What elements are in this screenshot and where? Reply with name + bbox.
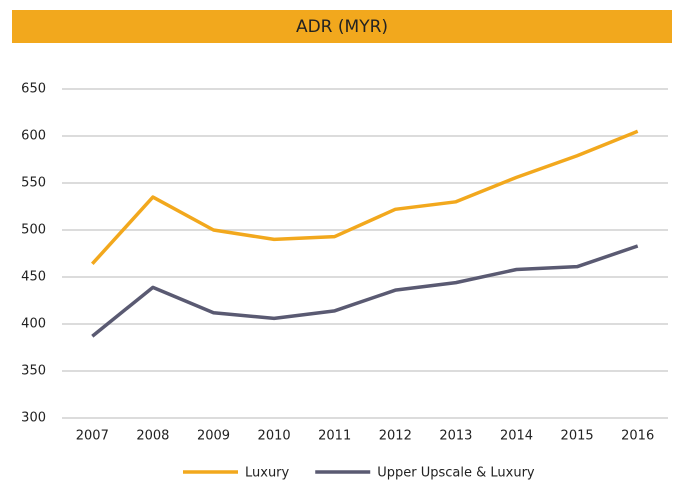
y-tick-label: 400 bbox=[21, 317, 46, 332]
x-tick-label: 2008 bbox=[136, 429, 169, 444]
y-tick-label: 350 bbox=[21, 364, 46, 379]
x-tick-label: 2013 bbox=[439, 429, 472, 444]
y-tick-label: 300 bbox=[21, 411, 46, 426]
x-tick-label: 2014 bbox=[500, 429, 533, 444]
chart-title: ADR (MYR) bbox=[296, 17, 388, 37]
legend-label: Luxury bbox=[245, 466, 290, 481]
legend-label: Upper Upscale & Luxury bbox=[377, 466, 535, 481]
x-tick-label: 2009 bbox=[197, 429, 230, 444]
y-tick-label: 550 bbox=[21, 176, 46, 191]
x-tick-label: 2016 bbox=[621, 429, 654, 444]
x-tick-label: 2012 bbox=[379, 429, 412, 444]
y-tick-label: 500 bbox=[21, 223, 46, 238]
line bbox=[91, 129, 639, 266]
x-tick-label: 2010 bbox=[258, 429, 291, 444]
y-tick-label: 450 bbox=[21, 270, 46, 285]
x-tick-label: 2015 bbox=[561, 429, 594, 444]
title-bar bbox=[12, 10, 672, 43]
x-tick-label: 2007 bbox=[76, 429, 109, 444]
y-tick-label: 600 bbox=[21, 129, 46, 144]
y-tick-label: 650 bbox=[21, 82, 46, 97]
x-tick-label: 2011 bbox=[318, 429, 351, 444]
line bbox=[91, 244, 639, 338]
